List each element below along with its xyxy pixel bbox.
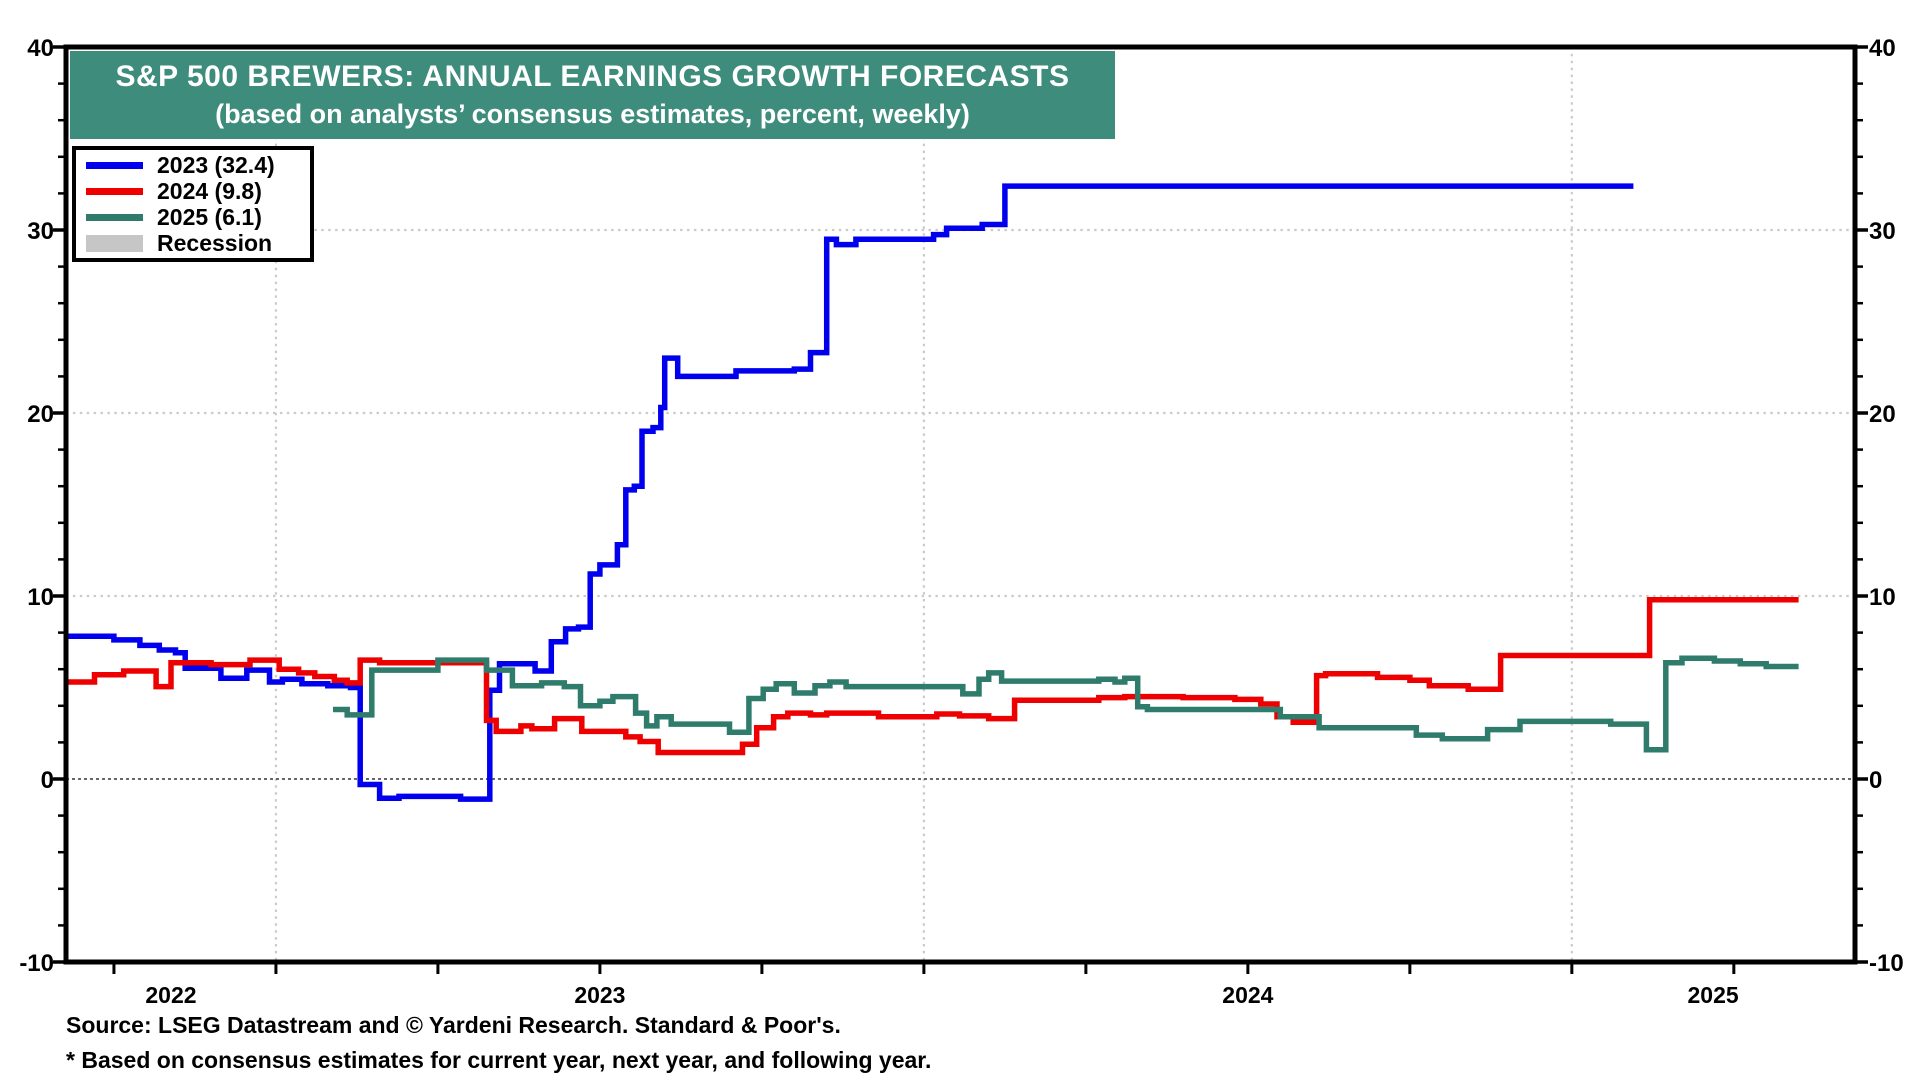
y-axis-label-left-0: 0 (41, 767, 54, 794)
y-axis-label-left-10: 10 (27, 584, 54, 611)
source-line: Source: LSEG Datastream and © Yardeni Re… (66, 1012, 841, 1038)
y-axis-label-right--10: -10 (1869, 950, 1904, 977)
x-axis-label-2022: 2022 (145, 982, 196, 1008)
series-line-2025 (333, 655, 1799, 753)
legend-swatch-2024-line-icon (86, 187, 143, 195)
y-axis-label-right-20: 20 (1869, 401, 1896, 428)
chart-title-box: S&P 500 BREWERS: ANNUAL EARNINGS GROWTH … (70, 51, 1115, 139)
y-axis-label-left-30: 30 (27, 218, 54, 245)
legend-item-recession: Recession (86, 230, 310, 256)
legend-swatch-2023-line-icon (86, 161, 143, 169)
x-axis-label-2024: 2024 (1222, 982, 1273, 1008)
y-axis-label-right-0: 0 (1869, 767, 1882, 794)
y-axis-label-right-30: 30 (1869, 218, 1896, 245)
series-line-2024 (66, 596, 1799, 756)
legend-label-recession: Recession (157, 229, 273, 256)
legend: 2023 (32.4) 2024 (9.8) 2025 (6.1) Recess… (72, 146, 314, 262)
chart-subtitle: (based on analysts’ consensus estimates,… (215, 98, 970, 129)
legend-label-2023: 2023 (32.4) (157, 151, 275, 178)
y-axis-label-left-20: 20 (27, 401, 54, 428)
legend-item-2025: 2025 (6.1) (86, 204, 310, 230)
legend-label-2024: 2024 (9.8) (157, 177, 262, 204)
legend-swatch-recession-patch-icon (86, 234, 143, 252)
legend-swatch-2025-line-icon (86, 213, 143, 221)
x-axis-label-2023: 2023 (574, 982, 625, 1008)
x-axis-label-2025: 2025 (1688, 982, 1739, 1008)
y-axis-label-left-40: 40 (27, 35, 54, 62)
chart-title: S&P 500 BREWERS: ANNUAL EARNINGS GROWTH … (115, 60, 1070, 94)
plot-frame (63, 44, 1858, 965)
series-line-2023 (66, 183, 1634, 802)
footer: Source: LSEG Datastream and © Yardeni Re… (66, 1008, 931, 1078)
y-axis-label-right-40: 40 (1869, 35, 1896, 62)
footnote-line: * Based on consensus estimates for curre… (66, 1047, 932, 1073)
y-axis-label-left--10: -10 (19, 950, 54, 977)
legend-item-2023: 2023 (32.4) (86, 152, 310, 178)
legend-item-2024: 2024 (9.8) (86, 178, 310, 204)
y-axis-label-right-10: 10 (1869, 584, 1896, 611)
legend-label-2025: 2025 (6.1) (157, 203, 262, 230)
